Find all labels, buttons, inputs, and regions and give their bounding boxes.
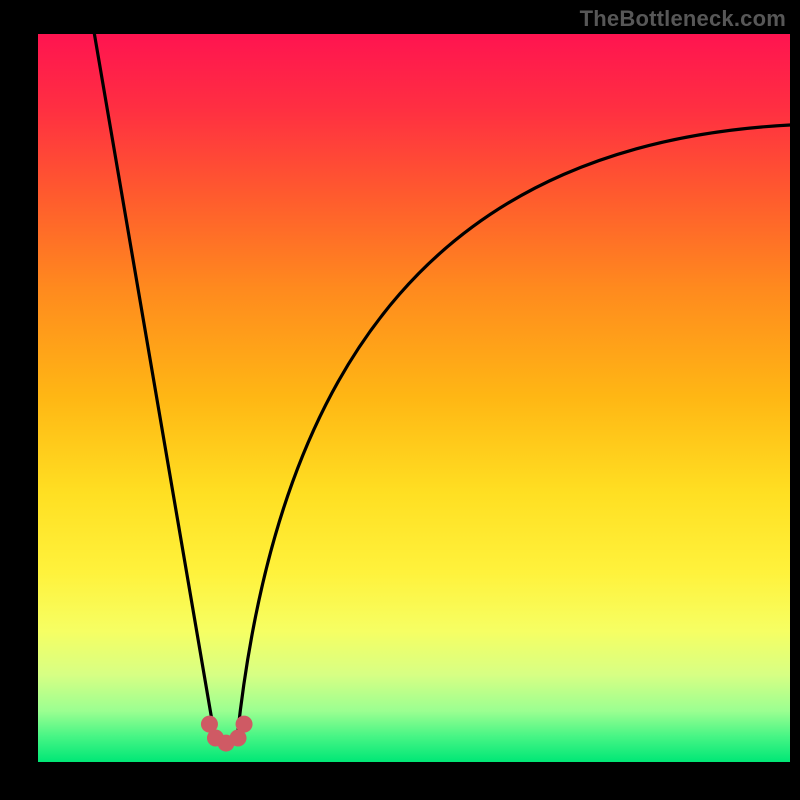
attribution-text: TheBottleneck.com (580, 6, 786, 32)
plot-area (38, 34, 790, 762)
gradient-curve-chart (38, 34, 790, 762)
trough-marker (236, 716, 253, 733)
gradient-background (38, 34, 790, 762)
chart-frame: TheBottleneck.com (0, 0, 800, 800)
